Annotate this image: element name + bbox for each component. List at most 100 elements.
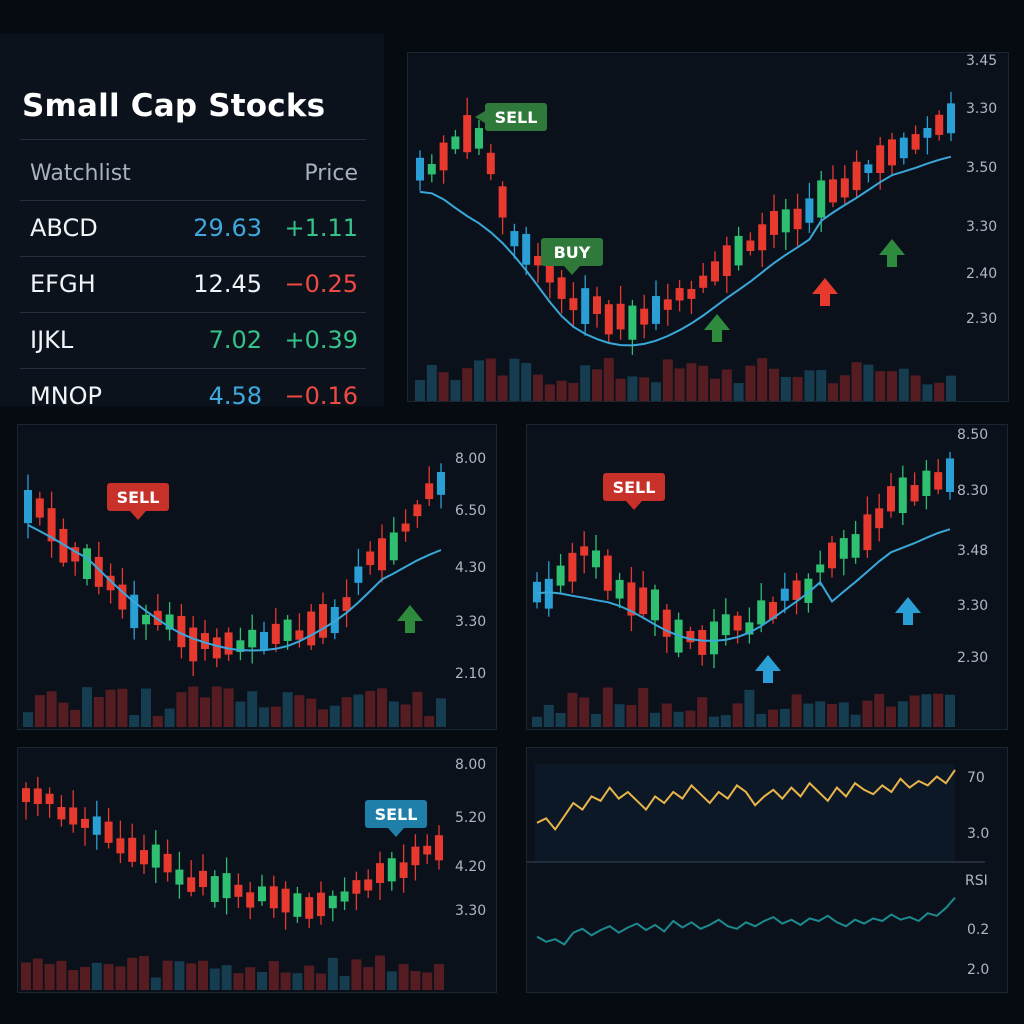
candle-body bbox=[852, 161, 861, 191]
candle-body bbox=[187, 877, 196, 892]
volume-bar bbox=[415, 380, 425, 401]
volume-bar bbox=[32, 958, 43, 990]
volume-bar bbox=[209, 968, 220, 990]
candle-body bbox=[427, 164, 436, 175]
candle-body bbox=[104, 821, 113, 843]
volume-bar bbox=[474, 360, 484, 401]
volume-bar bbox=[294, 695, 305, 727]
panel-title: Small Cap Stocks bbox=[22, 88, 326, 124]
signal-label: SELL bbox=[495, 108, 538, 127]
volume-bar bbox=[339, 976, 350, 990]
candle-body bbox=[307, 611, 316, 646]
volume-bar bbox=[365, 690, 376, 727]
y-axis-label: 3.45 bbox=[966, 53, 997, 69]
moving-average-line bbox=[536, 528, 951, 642]
candle-body bbox=[177, 615, 186, 648]
volume-bar bbox=[897, 701, 908, 727]
volume-group bbox=[532, 687, 955, 727]
volume-bar bbox=[626, 704, 637, 727]
candle-body bbox=[935, 114, 944, 135]
volume-bar bbox=[874, 693, 885, 727]
candle-body bbox=[416, 157, 424, 181]
volume-bar bbox=[744, 689, 755, 727]
candle-body bbox=[640, 308, 649, 325]
candle-body bbox=[816, 564, 825, 573]
candle-body bbox=[757, 600, 766, 625]
ticker-price: 29.63 bbox=[193, 214, 262, 242]
left-candlestick-chart[interactable]: 8.00 6.50 4.30 3.30 2.10 SELL bbox=[17, 424, 497, 730]
bottom-candlestick-chart[interactable]: 8.00 5.20 4.20 3.30 SELL bbox=[17, 747, 497, 993]
ticker-change: −0.25 bbox=[284, 270, 358, 298]
volume-bar bbox=[779, 708, 790, 727]
y-axis-label: 3.30 bbox=[966, 101, 997, 117]
watchlist-panel: Small Cap Stocks Watchlist Price ABCD 29… bbox=[0, 34, 384, 410]
main-candlestick-chart[interactable]: 3.45 3.30 3.50 3.30 2.40 2.30 SELL BUY bbox=[407, 52, 1009, 402]
candle-body bbox=[319, 604, 327, 638]
volume-bar bbox=[141, 688, 151, 727]
ticker-change: −0.16 bbox=[284, 382, 358, 410]
volume-bar bbox=[257, 972, 267, 990]
candle-body bbox=[128, 837, 137, 862]
volume-bar bbox=[223, 688, 234, 727]
signal-marker: SELL bbox=[475, 103, 547, 131]
candle-body bbox=[581, 288, 590, 324]
ticker-price: 4.58 bbox=[208, 382, 262, 410]
candle-body bbox=[616, 303, 625, 330]
volume-bar bbox=[662, 359, 673, 401]
volume-bar bbox=[422, 972, 433, 990]
candle-body bbox=[840, 178, 849, 198]
volume-bar bbox=[863, 364, 874, 401]
price-column-header[interactable]: Price bbox=[304, 161, 358, 186]
indicator-chart[interactable]: 70 3.0 RSI 0.2 2.0 bbox=[526, 747, 1008, 993]
candle-body bbox=[580, 546, 589, 556]
up-arrow-icon bbox=[812, 278, 838, 306]
watchlist-column-header[interactable]: Watchlist bbox=[30, 161, 131, 186]
volume-bar bbox=[304, 965, 315, 990]
ticker-price: 7.02 bbox=[208, 326, 262, 354]
candle-body bbox=[698, 630, 707, 655]
watchlist-row[interactable]: IJKL 7.02 +0.39 bbox=[0, 312, 384, 368]
candle-body bbox=[947, 103, 955, 134]
volume-bar bbox=[139, 956, 149, 990]
volume-bar bbox=[946, 375, 956, 401]
chart-canvas: 8.00 5.20 4.20 3.30 SELL bbox=[21, 757, 486, 990]
signal-marker: SELL bbox=[603, 473, 665, 510]
candle-body bbox=[734, 235, 743, 266]
candle-body bbox=[35, 498, 44, 518]
signal-label: SELL bbox=[375, 805, 418, 824]
volume-bar bbox=[698, 365, 709, 401]
volume-bar bbox=[58, 702, 69, 727]
volume-bar bbox=[450, 380, 461, 401]
ticker-symbol: MNOP bbox=[30, 382, 103, 410]
candle-body bbox=[234, 884, 243, 897]
watchlist-row[interactable]: EFGH 12.45 −0.25 bbox=[0, 256, 384, 312]
volume-bar bbox=[174, 961, 185, 990]
volume-bar bbox=[268, 961, 279, 990]
signal-marker: SELL bbox=[365, 800, 427, 837]
candle-body bbox=[401, 523, 410, 532]
candle-body bbox=[451, 136, 460, 150]
candle-body bbox=[59, 528, 68, 563]
volume-bar bbox=[150, 977, 161, 990]
volume-bar bbox=[280, 972, 291, 990]
candle-body bbox=[210, 876, 219, 903]
candle-body bbox=[22, 788, 30, 803]
indicator-line-teal bbox=[536, 896, 956, 946]
volume-bar bbox=[235, 701, 246, 727]
candle-body bbox=[71, 547, 80, 562]
volume-bar bbox=[462, 368, 473, 401]
chart-canvas: 70 3.0 RSI 0.2 2.0 bbox=[527, 764, 989, 978]
signal-pointer bbox=[475, 111, 485, 123]
candle-body bbox=[746, 240, 755, 252]
candle-body bbox=[769, 602, 777, 620]
candle-body bbox=[439, 142, 448, 171]
volume-bar bbox=[188, 686, 199, 727]
right-candlestick-chart[interactable]: 8.50 8.30 3.48 3.30 2.30 SELL bbox=[526, 424, 1008, 730]
candle-body bbox=[922, 470, 931, 497]
volume-bar bbox=[117, 688, 128, 727]
watchlist-row[interactable]: MNOP 4.58 −0.16 bbox=[0, 368, 384, 424]
candle-body bbox=[224, 632, 233, 655]
candle-body bbox=[118, 584, 127, 610]
watchlist-row[interactable]: ABCD 29.63 +1.11 bbox=[0, 200, 384, 256]
volume-bar bbox=[674, 368, 685, 401]
